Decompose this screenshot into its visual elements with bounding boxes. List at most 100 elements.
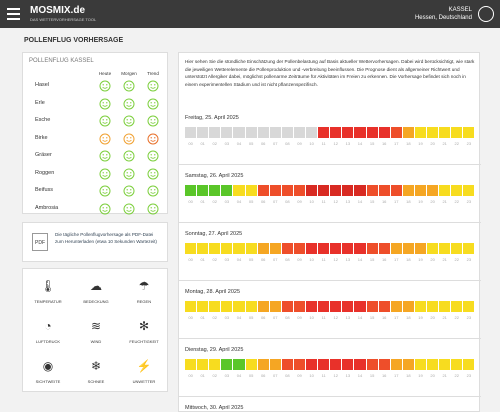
- smiley: [99, 150, 111, 162]
- hour-label: 07: [273, 315, 278, 320]
- nav-item[interactable]: ✻ FEUCHTIGKEIT: [120, 317, 168, 344]
- smiley: [147, 133, 159, 144]
- hour-label: 23: [466, 373, 472, 378]
- nav-icon: ≋: [90, 319, 102, 333]
- smiley: [99, 185, 111, 197]
- hour-label: 01: [200, 141, 205, 146]
- hour-cell: [451, 127, 463, 138]
- hour-cell: [439, 301, 451, 312]
- hour-label: 02: [212, 257, 217, 262]
- hour-cell: [221, 127, 233, 138]
- hour-label: 14: [357, 373, 363, 378]
- brand[interactable]: MOSMIX.de: [30, 5, 86, 16]
- hour-cell: [342, 359, 354, 370]
- hour-cell: [414, 243, 427, 254]
- hour-cell: [402, 127, 414, 138]
- hour-label: 22: [454, 257, 459, 262]
- nav-label: LUFTDRUCK: [35, 339, 61, 344]
- location[interactable]: KASSEL Hessen, Deutschland: [415, 6, 472, 22]
- hour-cell: [233, 127, 245, 138]
- hour-cell: [366, 301, 378, 312]
- header: MOSMIX.de DAS WETTERVORHERSAGE TOOL KASS…: [0, 0, 500, 28]
- hour-cell: [318, 185, 330, 196]
- nav-item[interactable]: ☂ REGEN: [120, 277, 168, 304]
- hour-label: 07: [273, 141, 278, 146]
- hour-cell: [330, 243, 342, 254]
- intro-text: Hier sehen Sie die stündliche Einschätzu…: [185, 59, 475, 87]
- hour-label: 12: [333, 257, 338, 262]
- hour-cell: [463, 359, 475, 370]
- hour-cell: [402, 301, 414, 312]
- hour-label: 14: [357, 141, 363, 146]
- hour-label: 22: [454, 373, 459, 378]
- column-header: Heute: [98, 71, 112, 76]
- hour-cell: [245, 301, 257, 312]
- day-label: Sonntag, 27. April 2025: [185, 231, 243, 237]
- hour-label: 06: [260, 373, 266, 378]
- hour-cell: [221, 359, 233, 370]
- hour-label: 04: [236, 257, 242, 262]
- hour-label: 07: [273, 373, 278, 378]
- day-label: Mittwoch, 30. April 2025: [185, 405, 244, 411]
- hour-cell: [427, 359, 439, 370]
- hour-cell: [414, 359, 427, 370]
- city: KASSEL: [448, 7, 472, 13]
- hour-label: 09: [297, 373, 302, 378]
- column-header: Morgen: [121, 71, 137, 76]
- menu-button[interactable]: [7, 8, 20, 23]
- hour-cell: [366, 185, 378, 196]
- hour-cell: [330, 127, 342, 138]
- hour-label: 18: [406, 373, 411, 378]
- hour-cell: [402, 185, 414, 196]
- smiley: [99, 98, 111, 109]
- hour-cell: [366, 359, 378, 370]
- hour-label: 05: [248, 141, 254, 146]
- hour-cell: [257, 243, 269, 254]
- hour-label: 20: [430, 373, 435, 378]
- smiley: [123, 150, 135, 162]
- hour-label: 23: [466, 199, 472, 204]
- hour-label: 02: [212, 373, 217, 378]
- nav-item[interactable]: 🌡 TEMPERATUR: [24, 277, 72, 304]
- hour-label: 02: [212, 141, 217, 146]
- hour-label: 12: [333, 141, 338, 146]
- hour-cell: [245, 243, 257, 254]
- column-header: Trend: [147, 71, 159, 76]
- smiley: [99, 168, 111, 179]
- separator: [179, 222, 481, 223]
- smiley: [123, 168, 135, 179]
- nav-item[interactable]: ≋ WIND: [72, 317, 120, 344]
- user-icon[interactable]: [478, 6, 494, 22]
- nav-item[interactable]: ❄ SCHNEE: [72, 357, 120, 384]
- hour-cell: [463, 301, 475, 312]
- hour-cell: [402, 243, 414, 254]
- pdf-download[interactable]: PDF Die tägliche Pollenflugvorhersage al…: [22, 222, 168, 262]
- hour-cell: [451, 243, 463, 254]
- hour-label: 10: [309, 315, 314, 320]
- hour-cell: [197, 359, 209, 370]
- hour-label: 03: [224, 141, 230, 146]
- nav-icons: 🌡 TEMPERATUR ☁ BEDECKUNG ☂ REGEN ◔ LUFTDRUCK ≋ WI…: [22, 268, 168, 392]
- nav-icon: ◔: [44, 319, 52, 333]
- hour-label: 17: [394, 141, 399, 146]
- hour-cell: [354, 185, 366, 196]
- pollen-name: Esche: [35, 117, 51, 123]
- hour-label: 04: [236, 315, 242, 320]
- hour-cell: [342, 301, 354, 312]
- hour-cell: [281, 301, 293, 312]
- hour-label: 12: [333, 373, 338, 378]
- nav-icon: ✻: [138, 319, 150, 333]
- hour-cell: [245, 185, 257, 196]
- hour-cell: [269, 359, 281, 370]
- nav-item[interactable]: ☁ BEDECKUNG: [72, 277, 120, 304]
- hour-cell: [390, 185, 402, 196]
- hour-cell: [269, 185, 281, 196]
- hour-label: 09: [297, 315, 302, 320]
- hour-label: 06: [260, 315, 266, 320]
- hour-cell: [221, 243, 233, 254]
- nav-item[interactable]: ◔ LUFTDRUCK: [24, 317, 72, 344]
- nav-item[interactable]: ⚡ UNWETTER: [120, 357, 168, 384]
- nav-item[interactable]: ◉ SICHTWEITE: [24, 357, 72, 384]
- hour-cell: [293, 185, 306, 196]
- smiley: [123, 185, 135, 197]
